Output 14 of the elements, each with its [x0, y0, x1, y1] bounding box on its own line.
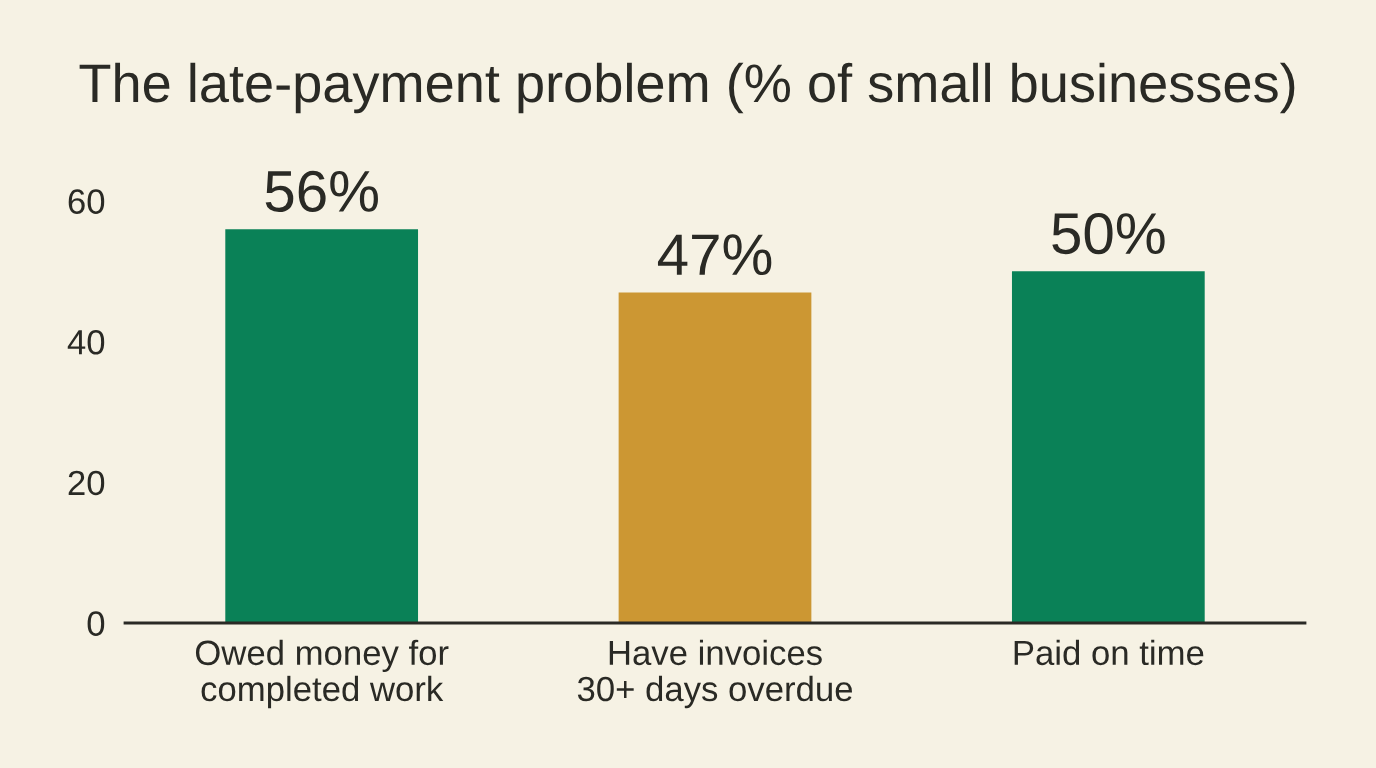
bar: [618, 292, 812, 623]
bar: [1011, 271, 1205, 623]
y-tick-label: 0: [87, 611, 105, 636]
x-tick-label: Paid on time: [1014, 639, 1204, 666]
y-tick-label: 60: [68, 189, 105, 214]
data-label: 56%: [265, 170, 378, 213]
data-label: 50%: [1052, 212, 1165, 255]
x-tick-label: Have invoices 30+ days overdue: [577, 639, 852, 709]
y-tick-label: 20: [68, 470, 105, 496]
chart-title: The late-payment problem (% of small businesses): [79, 62, 1295, 114]
data-label: 47%: [657, 234, 772, 276]
x-tick-label: Owed money for completed work: [195, 639, 449, 709]
bar: [225, 229, 419, 623]
y-tick-label: 40: [67, 330, 105, 355]
